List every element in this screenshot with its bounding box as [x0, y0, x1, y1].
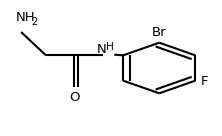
Text: O: O	[69, 91, 80, 104]
Text: N: N	[96, 43, 106, 56]
Text: 2: 2	[31, 17, 37, 27]
Text: NH: NH	[16, 11, 35, 24]
Text: Br: Br	[152, 26, 166, 39]
Text: F: F	[201, 75, 208, 89]
Text: H: H	[106, 42, 114, 52]
